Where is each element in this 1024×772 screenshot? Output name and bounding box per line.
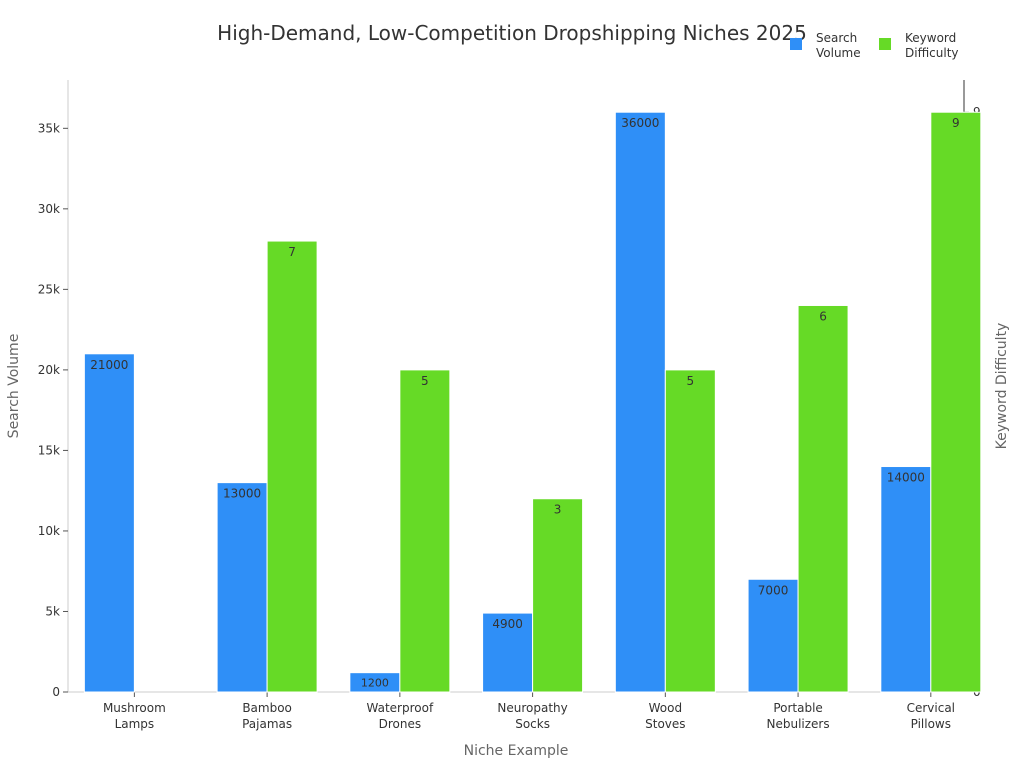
data-label: 13000 (223, 487, 261, 501)
data-label: 1200 (361, 677, 389, 690)
bar (266, 240, 318, 693)
legend: Search Volume Keyword Difficulty (790, 31, 959, 60)
legend-label: Keyword Difficulty (905, 31, 959, 60)
x-tick-label: Waterproof Drones (367, 701, 434, 731)
data-label: 14000 (887, 471, 925, 485)
data-label: 3 (554, 503, 562, 517)
bar (797, 304, 849, 693)
x-tick-label: Wood Stoves (645, 701, 685, 731)
x-tick-label: Portable Nebulizers (767, 701, 830, 731)
y-left-tick-label: 25k (38, 282, 60, 296)
data-label: 5 (687, 374, 695, 388)
legend-swatch (879, 38, 891, 50)
data-label: 7000 (758, 583, 789, 597)
data-label: 21000 (90, 358, 128, 372)
bar (880, 466, 932, 693)
legend-swatch (790, 38, 802, 50)
bar (83, 353, 135, 693)
y-left-axis-label: Search Volume (6, 334, 22, 439)
x-tick-label: Bamboo Pajamas (242, 701, 292, 731)
y-left-tick-label: 0 (52, 685, 60, 699)
data-label: 7 (288, 245, 296, 259)
data-label: 4900 (492, 617, 523, 631)
plot-area: 05k10k15k20k25k30k35k0123456789MushroomL… (38, 80, 982, 731)
bar (216, 482, 268, 693)
data-label: 5 (421, 374, 429, 388)
data-label: 6 (819, 309, 827, 323)
legend-label: Search Volume (816, 31, 861, 60)
data-label: 36000 (621, 116, 659, 130)
bar (532, 498, 584, 693)
data-label: 9 (952, 116, 960, 130)
y-left-tick-label: 10k (38, 524, 60, 538)
y-left-tick-label: 30k (38, 202, 60, 216)
y-left-tick-label: 20k (38, 363, 60, 377)
y-left-tick-label: 15k (38, 443, 60, 457)
y-left-tick-label: 35k (38, 121, 60, 135)
bar (664, 369, 716, 693)
chart-title: High-Demand, Low-Competition Dropshippin… (217, 21, 807, 45)
bar (399, 369, 451, 693)
x-tick-label: Mushroom Lamps (103, 701, 166, 731)
y-left-tick-label: 5k (45, 604, 60, 618)
y-right-axis-label: Keyword Difficulty (994, 323, 1010, 450)
x-axis-label: Niche Example (464, 743, 569, 759)
bar (930, 111, 982, 693)
bar (747, 578, 799, 693)
x-tick-label: Cervical Pillows (907, 701, 955, 731)
bar (614, 111, 666, 693)
x-tick-label: Neuropathy Socks (497, 701, 567, 731)
